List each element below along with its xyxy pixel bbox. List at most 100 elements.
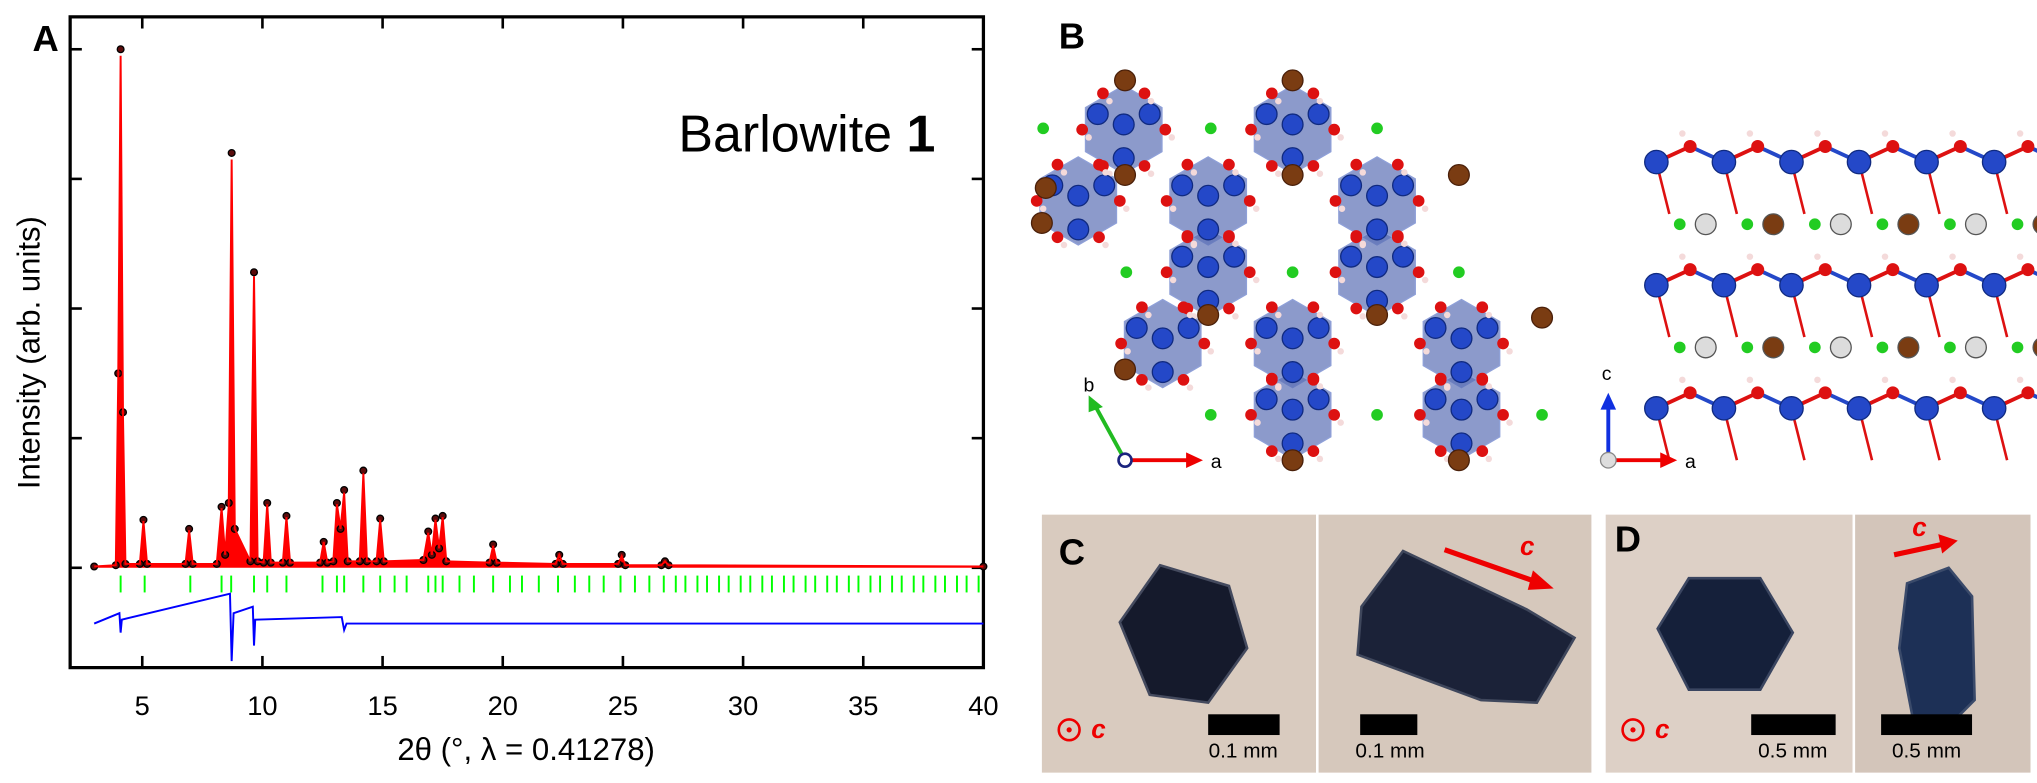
o-atom (1818, 386, 1832, 400)
h-atom (1186, 384, 1194, 391)
cu-atom (1223, 245, 1246, 268)
f-atom (1944, 218, 1956, 231)
o-atom (1414, 337, 1426, 350)
cu-atom (1197, 256, 1220, 279)
o-atom (1328, 409, 1341, 421)
o-atom (1683, 140, 1697, 153)
f-atom (1037, 122, 1050, 135)
o-atom (1223, 302, 1235, 315)
o-atom (1160, 195, 1173, 207)
cu-atom (1340, 245, 1363, 268)
difference-line (93, 592, 984, 662)
o-atom (1051, 158, 1064, 171)
h-atom (1881, 253, 1889, 260)
o-atom (1497, 337, 1509, 350)
cu-atom (1779, 149, 1804, 175)
cu-atom (1711, 272, 1737, 298)
h-atom (1337, 134, 1344, 141)
cu-atom (1197, 184, 1220, 207)
f-atom (1741, 341, 1754, 354)
axis-arrow (1443, 547, 1538, 585)
cu-atom (1846, 149, 1872, 175)
h-atom (1232, 169, 1239, 176)
x-tick-label: 20 (488, 690, 518, 721)
h-atom (1506, 348, 1513, 355)
o-atom (1265, 87, 1278, 100)
h-atom (1949, 253, 1956, 260)
axis-origin (1599, 451, 1617, 469)
o-atom (1329, 266, 1342, 279)
h-atom (1106, 97, 1113, 105)
h-atom (1275, 97, 1282, 105)
h-atom (1814, 130, 1821, 137)
o-atom (1350, 302, 1363, 315)
o-atom (1245, 123, 1257, 136)
o-atom (1177, 373, 1190, 386)
arrow-head (1186, 452, 1203, 468)
br-atom (1281, 449, 1304, 472)
o-atom (1328, 123, 1341, 136)
o-atom (1030, 195, 1043, 207)
title-text: Barlowite (678, 104, 892, 162)
cu-atom (1829, 336, 1852, 359)
scale-bar (1208, 714, 1280, 736)
x-tick-label: 35 (848, 690, 878, 721)
h-atom (1814, 253, 1821, 260)
axis-arrow (1093, 404, 1127, 462)
f-atom (1204, 409, 1217, 421)
x-tick-label: 30 (728, 690, 758, 721)
h-atom (1060, 241, 1068, 249)
h-atom (1949, 376, 1956, 384)
h-atom (1275, 383, 1282, 390)
cu-atom (1307, 316, 1330, 339)
h-atom (1443, 311, 1451, 319)
cu-atom (1177, 316, 1200, 339)
cu-atom (1197, 218, 1220, 241)
o-atom (1886, 386, 1900, 400)
h-atom (1124, 348, 1131, 355)
o-atom (1328, 337, 1341, 350)
o-atom (1115, 337, 1127, 350)
arrow-head (1660, 452, 1678, 468)
h-atom (1060, 169, 1068, 176)
h-atom (1485, 455, 1493, 463)
cu-atom (1093, 174, 1116, 197)
cu-atom (1711, 396, 1737, 421)
cu-atom (1644, 149, 1669, 175)
f-atom (1809, 341, 1821, 354)
cu-atom (1450, 398, 1473, 421)
arrow-head (1600, 392, 1617, 410)
br-atom (1281, 163, 1304, 187)
scale-bar (1881, 714, 1973, 736)
h-atom (1316, 170, 1324, 177)
axis-arrow (1893, 541, 1943, 558)
h-atom (1316, 383, 1324, 390)
cu-atom (1255, 316, 1278, 339)
h-atom (1338, 276, 1346, 284)
panel-label: B (1059, 16, 1085, 57)
o-atom (1434, 301, 1447, 314)
cu-atom (1281, 113, 1304, 136)
axis-label: a (1685, 451, 1696, 473)
o-atom (1434, 445, 1447, 457)
o-atom (1181, 230, 1194, 242)
structure-panel: B b a c a (1030, 16, 2037, 473)
cu-atom (1067, 218, 1090, 241)
h-atom (2016, 130, 2024, 137)
cu-atom (1914, 396, 1939, 421)
cu-atom (1366, 256, 1389, 279)
o-atom (1329, 195, 1342, 207)
scale-bar (1751, 714, 1836, 736)
f-atom (1371, 122, 1383, 135)
o-atom (1391, 230, 1404, 242)
h-atom (1401, 169, 1408, 176)
h-atom (1232, 240, 1239, 247)
o-atom (1177, 301, 1190, 314)
panel-label: A (32, 18, 58, 59)
observed-point (359, 466, 368, 475)
cu-atom (1307, 388, 1330, 411)
cu-atom (1340, 174, 1363, 197)
o-atom (1223, 230, 1235, 242)
o-atom (1093, 231, 1105, 244)
